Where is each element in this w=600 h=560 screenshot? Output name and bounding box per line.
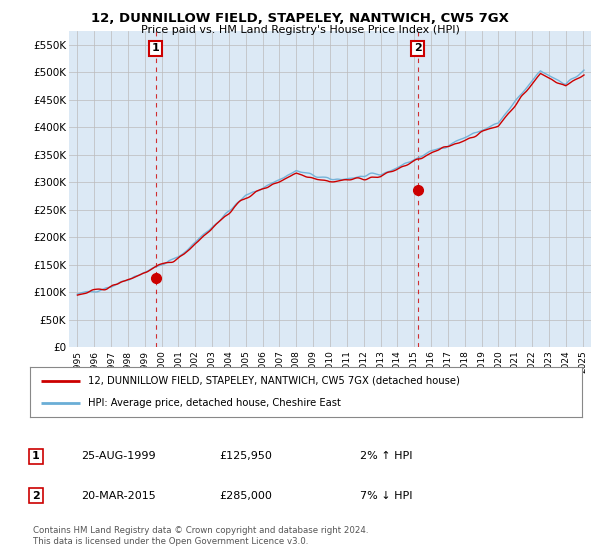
Text: 7% ↓ HPI: 7% ↓ HPI (360, 491, 413, 501)
Text: HPI: Average price, detached house, Cheshire East: HPI: Average price, detached house, Ches… (88, 398, 341, 408)
Text: £285,000: £285,000 (219, 491, 272, 501)
Text: 2: 2 (32, 491, 40, 501)
Text: 20-MAR-2015: 20-MAR-2015 (81, 491, 156, 501)
Text: 25-AUG-1999: 25-AUG-1999 (81, 451, 155, 461)
Text: 12, DUNNILLOW FIELD, STAPELEY, NANTWICH, CW5 7GX: 12, DUNNILLOW FIELD, STAPELEY, NANTWICH,… (91, 12, 509, 25)
Text: Price paid vs. HM Land Registry's House Price Index (HPI): Price paid vs. HM Land Registry's House … (140, 25, 460, 35)
Text: This data is licensed under the Open Government Licence v3.0.: This data is licensed under the Open Gov… (33, 538, 308, 547)
Text: 2% ↑ HPI: 2% ↑ HPI (360, 451, 413, 461)
Text: 2: 2 (414, 44, 422, 53)
Text: 12, DUNNILLOW FIELD, STAPELEY, NANTWICH, CW5 7GX (detached house): 12, DUNNILLOW FIELD, STAPELEY, NANTWICH,… (88, 376, 460, 386)
Text: Contains HM Land Registry data © Crown copyright and database right 2024.: Contains HM Land Registry data © Crown c… (33, 526, 368, 535)
Text: 1: 1 (152, 44, 160, 53)
Text: 1: 1 (32, 451, 40, 461)
Text: £125,950: £125,950 (219, 451, 272, 461)
